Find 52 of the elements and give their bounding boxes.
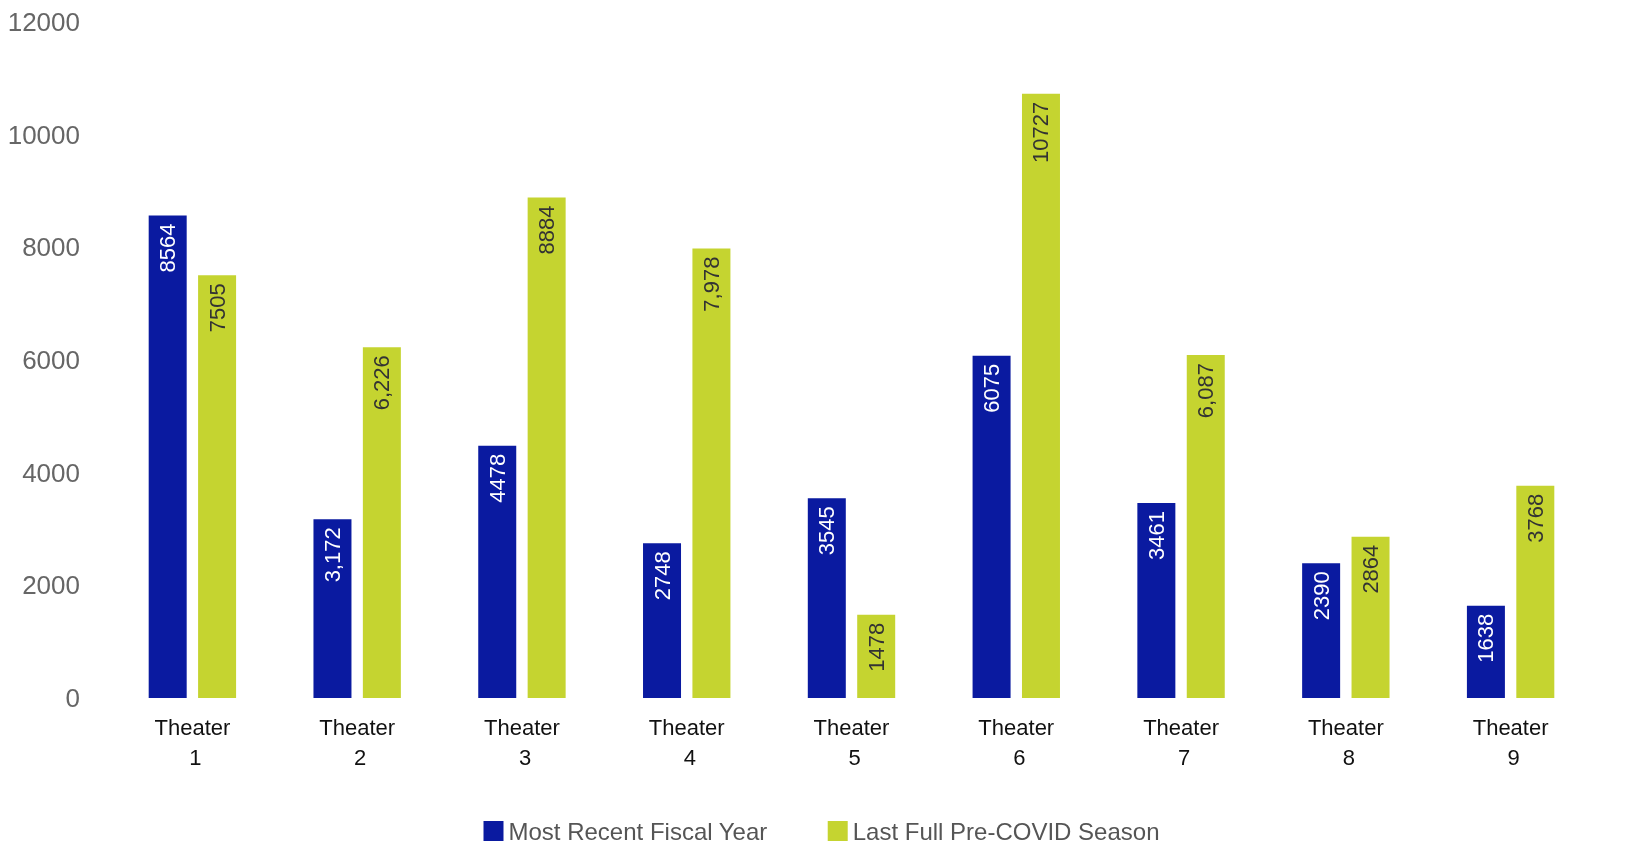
bar [1021,93,1060,698]
data-label: 2390 [1308,571,1334,621]
x-tick-label: Theater 7 [1143,714,1219,770]
data-label: 2748 [649,551,675,601]
x-tick-label: Theater 2 [319,714,396,770]
data-label: 8884 [534,205,560,255]
x-tick-label: Theater 5 [813,714,890,770]
bar [1302,563,1341,698]
y-tick-label: 10000 [7,119,80,150]
bar [362,347,401,698]
data-label: 10727 [1028,101,1054,163]
data-label: 3545 [814,506,840,556]
bar [692,248,731,698]
bar [807,498,846,698]
x-tick-label: Theater 4 [648,714,725,770]
y-tick-label: 12000 [7,7,80,37]
data-label: 6075 [979,363,1005,413]
x-tick-label: Theater 1 [154,714,231,770]
legend-label: Most Recent Fiscal Year [508,817,768,845]
bar [527,197,566,698]
data-label: 7,978 [698,256,724,312]
bar [148,215,187,698]
y-tick-label: 4000 [22,457,80,488]
data-label: 3461 [1143,511,1169,560]
bar [643,543,682,698]
legend-label: Last Full Pre-COVID Season [852,817,1160,845]
x-tick-label: Theater 8 [1307,714,1384,770]
data-label: 4478 [484,453,510,503]
data-label: 6,226 [369,355,395,411]
bar [1137,503,1176,698]
bar [972,355,1011,698]
data-label: 3,172 [319,527,345,583]
bar [198,275,237,698]
data-label: 2864 [1358,544,1384,594]
x-tick-label: Theater 6 [978,714,1055,770]
bar [313,519,352,698]
data-label: 1638 [1473,613,1499,663]
data-label: 7505 [204,283,230,333]
y-tick-label: 0 [65,683,80,713]
bar [1516,485,1555,698]
x-tick-label: Theater 9 [1472,714,1549,770]
y-tick-label: 6000 [22,345,80,375]
data-label: 8564 [155,223,181,273]
y-tick-label: 2000 [22,570,80,601]
bar [1186,355,1225,698]
data-label: 6,087 [1193,363,1219,419]
data-label: 1478 [863,622,889,672]
y-tick-label: 8000 [22,232,80,263]
data-label: 3768 [1522,493,1548,543]
bar [478,445,517,698]
bar [1351,536,1390,698]
x-tick-label: Theater 3 [484,714,560,770]
